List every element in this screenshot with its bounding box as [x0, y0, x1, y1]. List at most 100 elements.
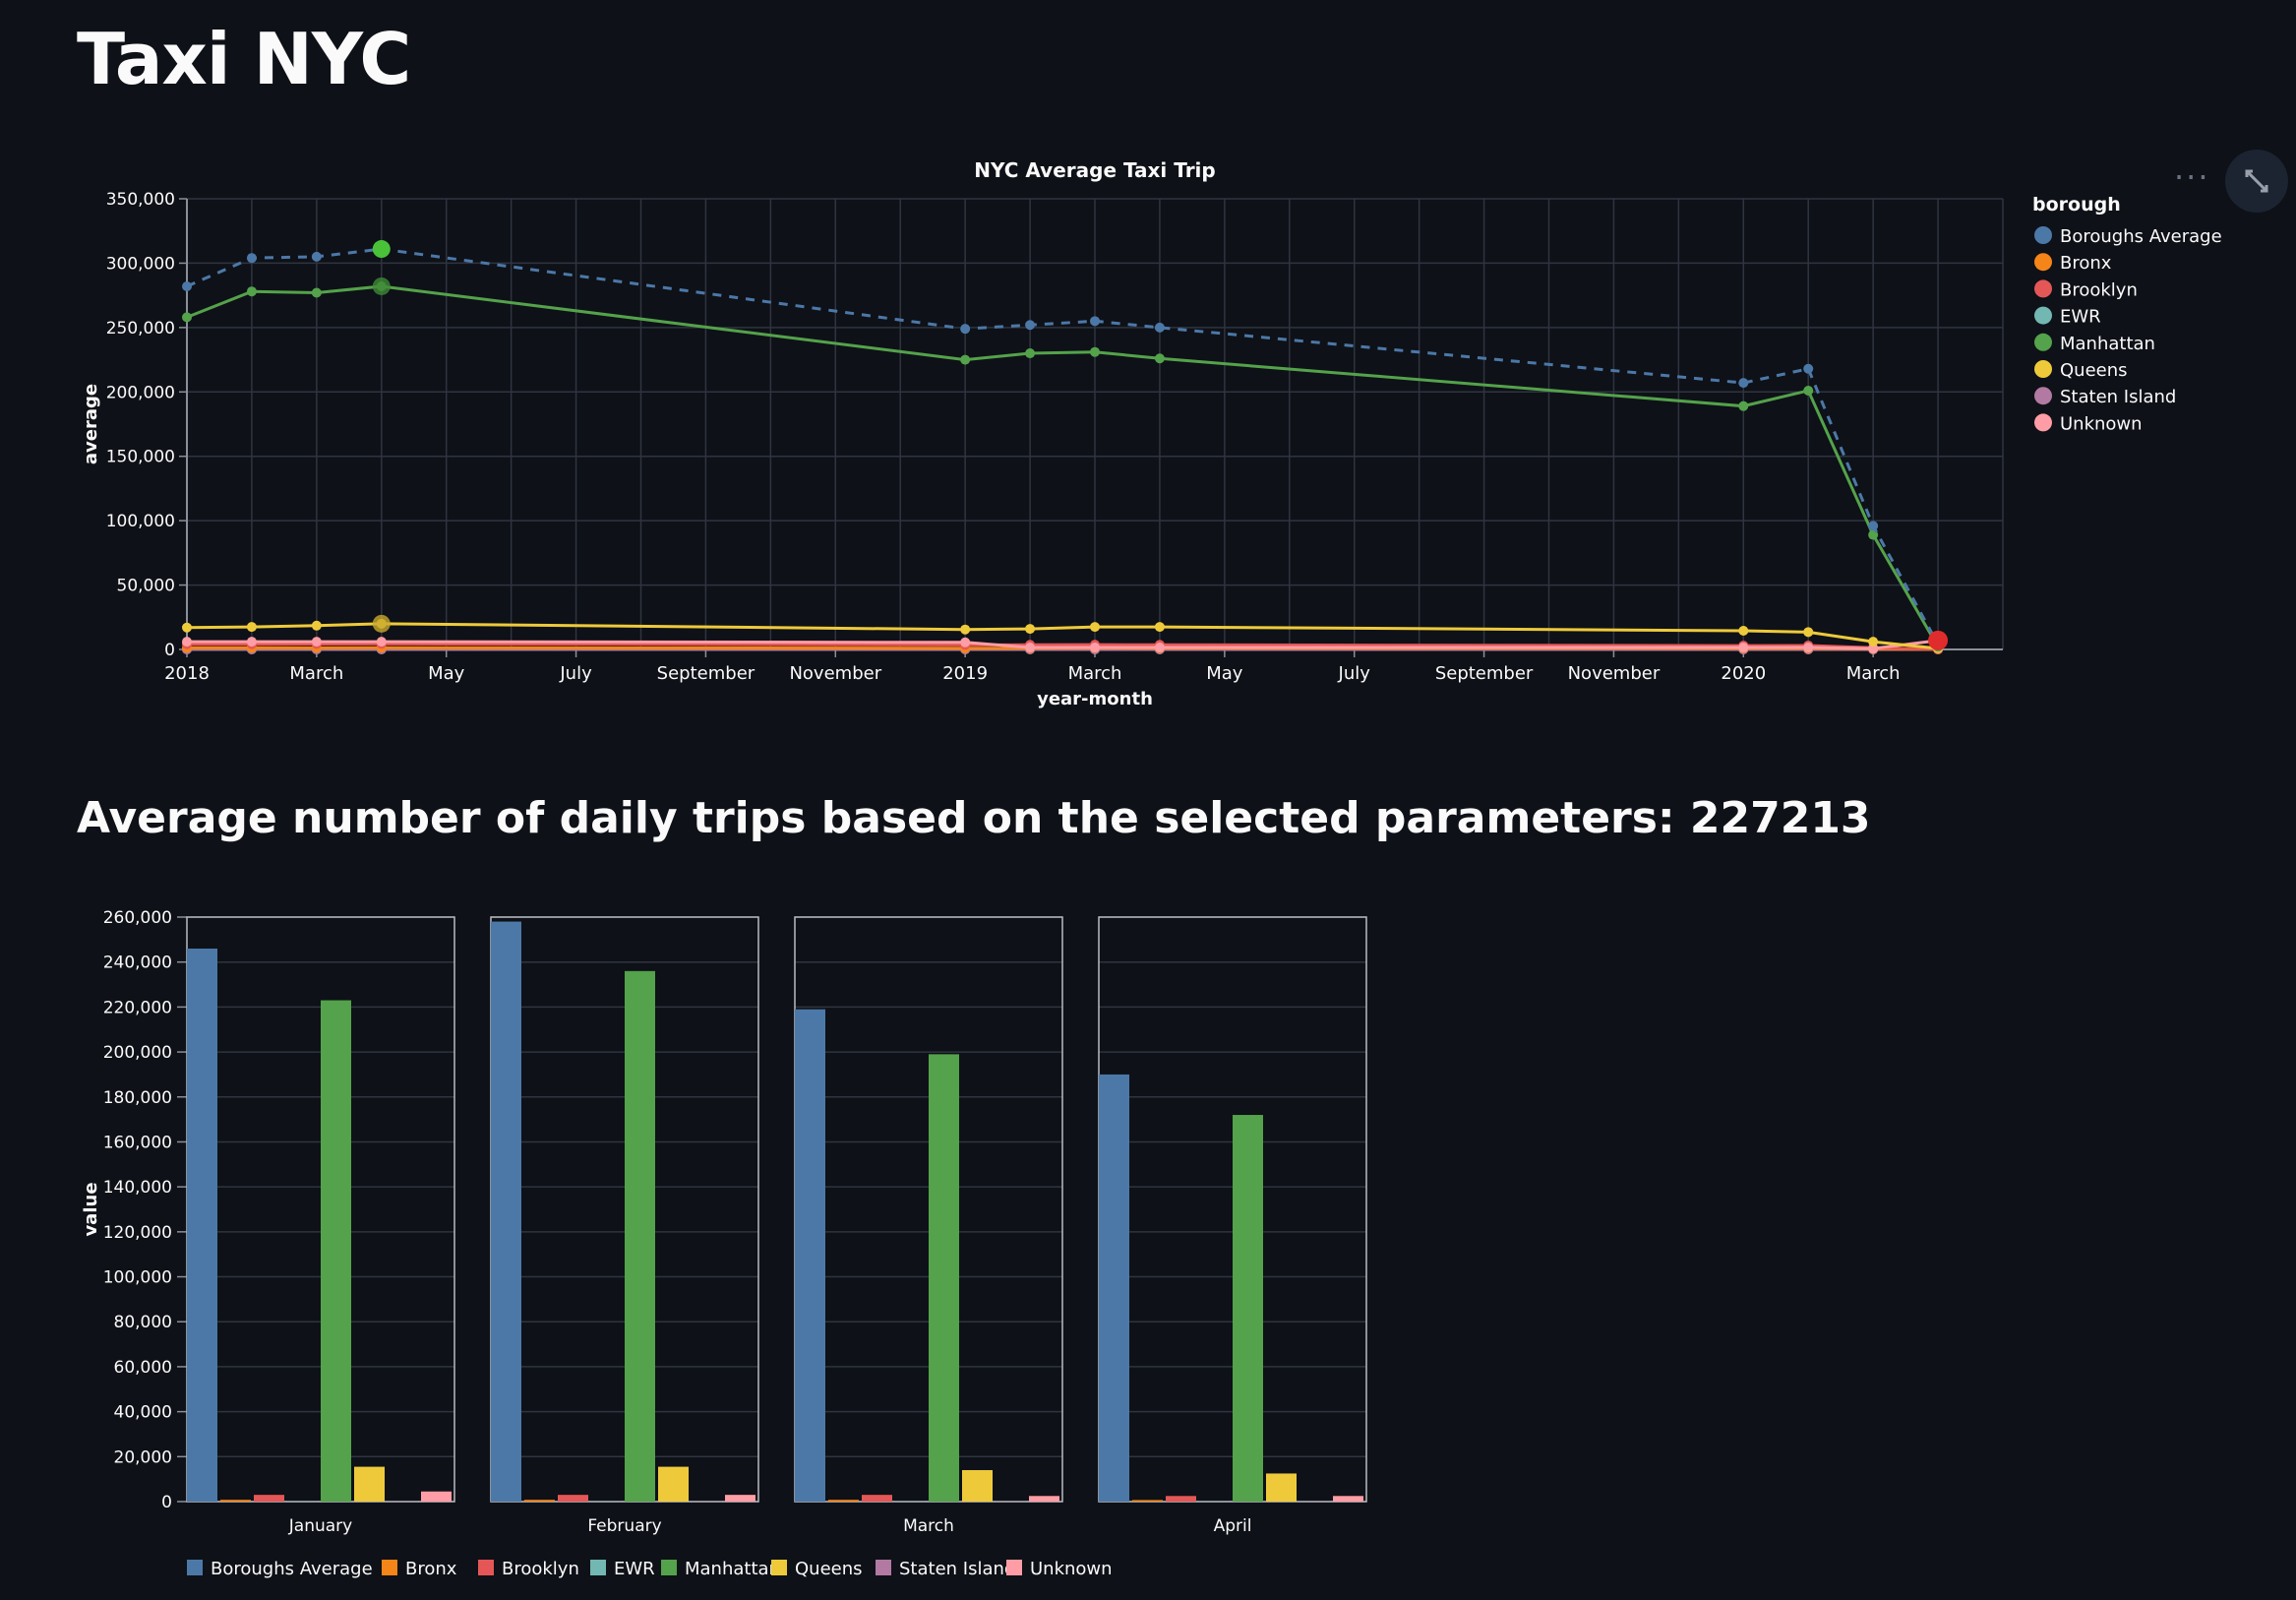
- y-tick-label: 50,000: [117, 577, 175, 596]
- legend-symbol: [382, 1560, 397, 1575]
- bar-bronx: [524, 1500, 555, 1502]
- bar-brooklyn: [254, 1495, 284, 1502]
- y-tick-label: 100,000: [103, 1268, 172, 1288]
- data-point: [1090, 316, 1100, 327]
- data-point: [246, 253, 257, 264]
- y-tick-label: 120,000: [103, 1223, 172, 1243]
- facet-label: January: [288, 1516, 352, 1536]
- legend-label: Staten Island: [2060, 387, 2176, 407]
- bar-unknown: [1029, 1496, 1059, 1502]
- legend-label: Bronx: [405, 1559, 457, 1579]
- data-point: [182, 622, 192, 633]
- x-tick-label: November: [1568, 663, 1661, 684]
- y-tick-label: 260,000: [103, 908, 172, 928]
- fullscreen-button[interactable]: [2225, 150, 2288, 213]
- data-point: [1803, 385, 1814, 396]
- y-axis-label: average: [81, 384, 101, 464]
- data-point: [1738, 643, 1749, 653]
- facet-label: February: [587, 1516, 661, 1536]
- y-tick-label: 250,000: [106, 319, 175, 338]
- x-tick-label: September: [657, 663, 755, 684]
- legend-symbol: [2034, 279, 2052, 298]
- x-tick-label: 2019: [942, 663, 988, 684]
- bar-brooklyn: [862, 1495, 892, 1502]
- bar-bronx: [220, 1500, 251, 1502]
- y-tick-label: 150,000: [106, 448, 175, 467]
- legend-label: Manhattan: [2060, 334, 2155, 354]
- bar-manhattan: [929, 1054, 959, 1502]
- data-point: [1090, 346, 1100, 357]
- x-tick-label: 2020: [1721, 663, 1766, 684]
- legend-title: borough: [2032, 194, 2121, 215]
- bar-bronx: [1132, 1500, 1163, 1502]
- data-point: [246, 622, 257, 633]
- bar-queens: [354, 1466, 385, 1502]
- x-tick-label: July: [559, 663, 592, 684]
- data-point: [1868, 644, 1879, 654]
- fullscreen-icon: [2245, 169, 2268, 193]
- data-point: [1025, 624, 1036, 635]
- x-tick-label: March: [1068, 663, 1122, 684]
- series-line-unknown: [187, 639, 1939, 650]
- bar-boroughs-average: [795, 1009, 825, 1502]
- legend-label: Manhattan: [685, 1559, 780, 1579]
- bar-manhattan: [625, 970, 655, 1502]
- legend-symbol: [771, 1560, 787, 1575]
- y-tick-label: 80,000: [114, 1313, 172, 1332]
- chart-title: NYC Average Taxi Trip: [974, 158, 1215, 182]
- highlight-point: [1928, 630, 1949, 650]
- data-point: [376, 637, 387, 647]
- legend-symbol: [2034, 360, 2052, 378]
- legend-symbol: [478, 1560, 494, 1575]
- bar-boroughs-average: [187, 948, 217, 1502]
- legend-symbol: [2034, 226, 2052, 244]
- line-chart: NYC Average Taxi Trip 0 50,000 100,000 150,0…: [81, 158, 2222, 709]
- data-point: [1090, 622, 1100, 633]
- bar-boroughs-average: [1099, 1074, 1129, 1502]
- y-tick-label: 200,000: [103, 1043, 172, 1063]
- bar-brooklyn: [1166, 1496, 1196, 1502]
- legend-label: Queens: [795, 1559, 863, 1579]
- y-tick-label: 40,000: [114, 1403, 172, 1423]
- data-point: [182, 637, 192, 647]
- y-axis-label: value: [81, 1182, 101, 1236]
- data-point: [1868, 521, 1879, 531]
- x-tick-label: 2018: [164, 663, 210, 684]
- bar-chart: 0 20,000 40,000 60,000 80,000 100,000 120,000 1…: [81, 908, 1367, 1579]
- y-tick-label: 100,000: [106, 512, 175, 531]
- legend-symbol: [876, 1560, 891, 1575]
- bar-unknown: [421, 1491, 452, 1502]
- data-point: [311, 287, 322, 298]
- highlight-point: [372, 614, 391, 633]
- bar-bronx: [828, 1500, 859, 1502]
- x-tick-label: November: [789, 663, 881, 684]
- bar-unknown: [725, 1495, 755, 1502]
- bar-queens: [962, 1470, 993, 1502]
- data-point: [1154, 322, 1165, 333]
- y-tick-label: 220,000: [103, 998, 172, 1017]
- x-tick-label: May: [1206, 663, 1243, 684]
- facet-label: April: [1214, 1516, 1252, 1536]
- data-point: [182, 280, 192, 291]
- bar-queens: [1266, 1473, 1297, 1502]
- legend-symbol: [1006, 1560, 1022, 1575]
- y-tick-label: 200,000: [106, 383, 175, 402]
- x-tick-label: March: [1846, 663, 1901, 684]
- legend-label: Boroughs Average: [211, 1559, 373, 1579]
- y-tick-label: 0: [164, 641, 175, 660]
- x-tick-label: March: [289, 663, 343, 684]
- data-point: [311, 251, 322, 262]
- legend-label: Brooklyn: [502, 1559, 579, 1579]
- data-point: [1868, 637, 1879, 647]
- series-line-manhattan: [186, 284, 1940, 648]
- data-point: [960, 624, 971, 635]
- legend-symbol: [2034, 306, 2052, 325]
- highlight-point: [372, 277, 391, 295]
- bar-manhattan: [321, 1000, 351, 1502]
- legend-symbol: [590, 1560, 606, 1575]
- legend-symbol: [2034, 387, 2052, 405]
- data-point: [1154, 622, 1165, 633]
- data-point: [1154, 353, 1165, 364]
- data-point: [246, 286, 257, 297]
- page-title: Taxi NYC: [77, 18, 411, 100]
